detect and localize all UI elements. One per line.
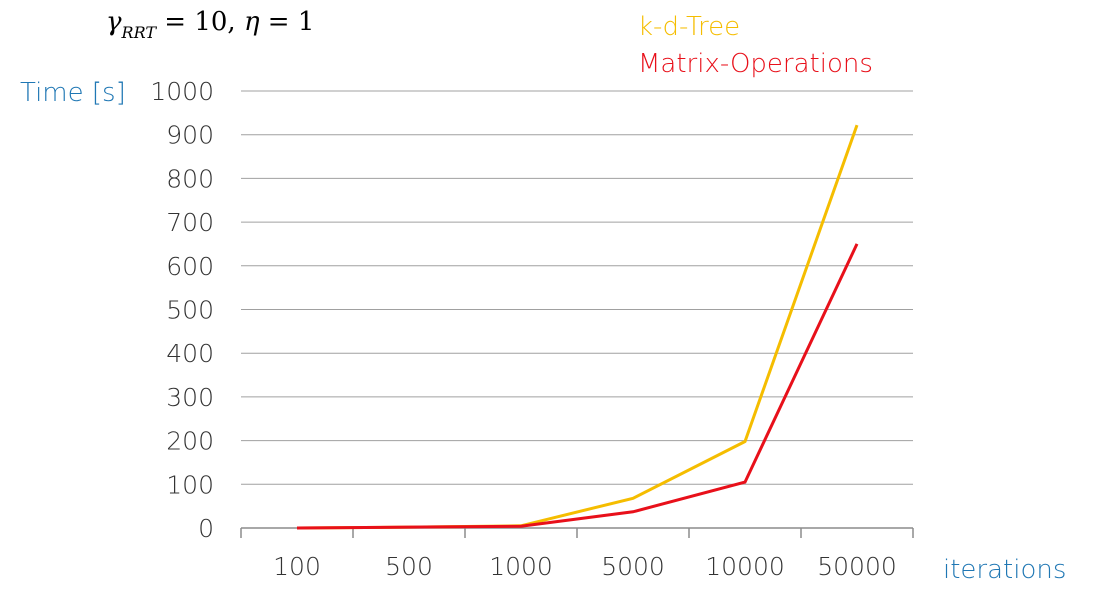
legend-label-matrix-operations: Matrix-Operations bbox=[638, 49, 873, 79]
series-line-k-d-tree bbox=[296, 124, 859, 530]
gridlines bbox=[241, 90, 913, 485]
x-tick-labels: 100 500 1000 5000 10000 50000 bbox=[273, 552, 897, 581]
x-tick-label-1000: 1000 bbox=[489, 552, 553, 581]
series-line-matrix-operations bbox=[296, 243, 859, 530]
y-tick-label-1000: 1000 bbox=[150, 77, 214, 106]
y-tick-label-600: 600 bbox=[166, 252, 214, 281]
y-tick-label-500: 500 bbox=[166, 296, 214, 325]
series-lines bbox=[296, 124, 859, 530]
y-tick-label-800: 800 bbox=[166, 164, 214, 193]
x-axis-label: iterations bbox=[943, 555, 1066, 585]
y-tick-label-200: 200 bbox=[166, 427, 214, 456]
y-axis-label: Time [s] bbox=[20, 78, 126, 108]
x-tick-label-100: 100 bbox=[273, 552, 321, 581]
y-tick-label-900: 900 bbox=[166, 121, 214, 150]
x-tick-label-50000: 50000 bbox=[817, 552, 897, 581]
legend-label-kd-tree: k-d-Tree bbox=[638, 12, 740, 42]
x-tick-label-10000: 10000 bbox=[705, 552, 785, 581]
x-tick-label-5000: 5000 bbox=[601, 552, 665, 581]
y-tick-label-0: 0 bbox=[198, 514, 214, 543]
axes bbox=[240, 527, 914, 538]
x-tick-label-500: 500 bbox=[385, 552, 433, 581]
y-tick-label-700: 700 bbox=[166, 208, 214, 237]
y-tick-label-300: 300 bbox=[166, 383, 214, 412]
chart-annotation: γRRT = 10, η = 1 bbox=[106, 7, 314, 42]
y-tick-labels: 0 100 200 300 400 500 600 700 800 900 1000 bbox=[150, 77, 214, 543]
y-tick-label-400: 400 bbox=[166, 339, 214, 368]
y-tick-label-100: 100 bbox=[166, 470, 214, 499]
